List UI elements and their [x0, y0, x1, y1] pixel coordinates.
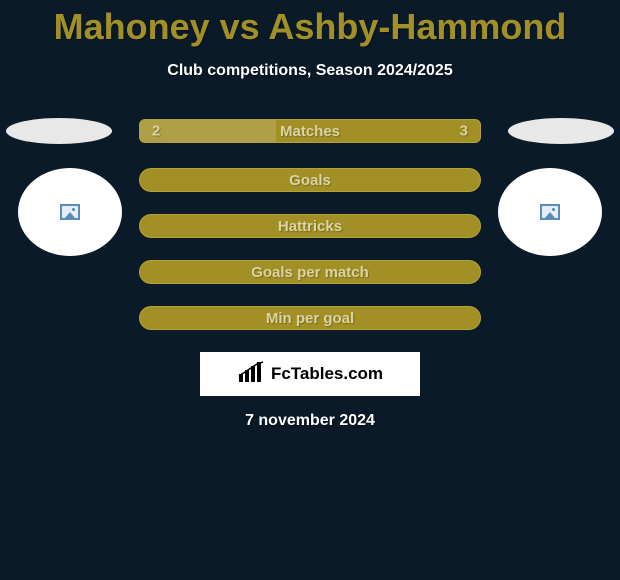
no-photo-icon — [540, 204, 560, 220]
stat-pill-min-per-goal: Min per goal — [139, 306, 481, 330]
matches-bar: 2 Matches 3 — [139, 119, 481, 143]
page-title: Mahoney vs Ashby-Hammond — [0, 0, 620, 48]
fctables-badge[interactable]: FcTables.com — [200, 352, 420, 396]
subtitle: Club competitions, Season 2024/2025 — [0, 62, 620, 80]
club-logo-left-placeholder — [6, 118, 112, 144]
matches-fill-left — [140, 120, 276, 142]
matches-value-right: 3 — [460, 123, 468, 140]
top-row: 2 Matches 3 — [0, 118, 620, 144]
player-photo-left — [18, 168, 122, 256]
player-photo-right-wrap — [498, 168, 602, 256]
comparison-area: 2 Matches 3 Goals Hattricks Goals per ma… — [0, 118, 620, 430]
fctables-badge-text: FcTables.com — [271, 364, 383, 384]
stat-pill-hattricks: Hattricks — [139, 214, 481, 238]
no-photo-icon — [60, 204, 80, 220]
club-logo-right-placeholder — [508, 118, 614, 144]
stat-pill-goals: Goals — [139, 168, 481, 192]
date-text: 7 november 2024 — [0, 412, 620, 430]
fctables-logo-icon — [237, 360, 265, 389]
player-photo-right — [498, 168, 602, 256]
matches-value-left: 2 — [152, 123, 160, 140]
stat-pill-goals-per-match: Goals per match — [139, 260, 481, 284]
player-photo-left-wrap — [18, 168, 122, 256]
matches-label: Matches — [280, 123, 340, 140]
